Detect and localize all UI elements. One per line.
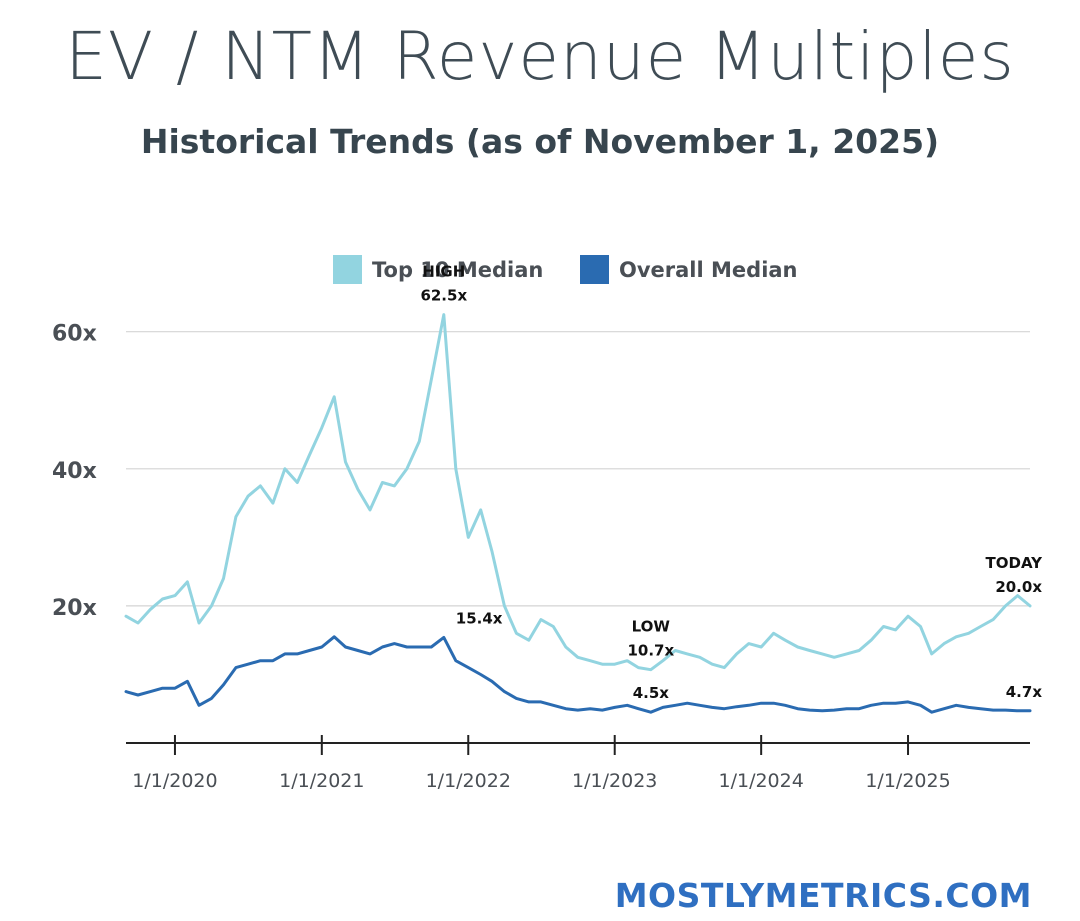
x-tick-label: 1/1/2022 <box>426 770 511 792</box>
legend-label-overall: Overall Median <box>619 257 798 282</box>
legend-item-top10: Top 10 Median <box>333 255 543 284</box>
annotation-label: HIGH <box>422 263 465 281</box>
chart-title: EV / NTM Revenue Multiples <box>65 18 1015 95</box>
annotation-label: 10.7x <box>627 642 674 660</box>
legend-item-overall: Overall Median <box>580 255 798 284</box>
x-tick-label: 1/1/2023 <box>572 770 657 792</box>
x-tick-label: 1/1/2024 <box>718 770 803 792</box>
brand-footer: MOSTLYMETRICS.COM <box>614 876 1032 915</box>
legend-swatch-overall <box>580 255 609 284</box>
chart-legend: Top 10 Median Overall Median <box>0 255 1080 285</box>
chart-subtitle: Historical Trends (as of November 1, 202… <box>140 122 940 161</box>
legend-swatch-top10 <box>333 255 362 284</box>
series-line-top10 <box>124 313 1032 672</box>
y-tick-label: 20x <box>52 596 97 621</box>
annotation-label: TODAY <box>986 554 1044 572</box>
annotation-label: 4.7x <box>1006 683 1043 701</box>
y-tick-label: 40x <box>52 459 97 484</box>
legend-label-top10: Top 10 Median <box>372 257 544 282</box>
y-tick-label: 60x <box>52 322 97 347</box>
annotation-label: 4.5x <box>633 684 670 702</box>
x-tick-label: 1/1/2021 <box>279 770 364 792</box>
x-tick-label: 1/1/2020 <box>132 770 217 792</box>
x-tick-label: 1/1/2025 <box>865 770 950 792</box>
annotation-label: 15.4x <box>456 609 503 627</box>
annotation-label: 62.5x <box>420 287 467 305</box>
annotation-label: 20.0x <box>995 578 1042 596</box>
series-line-overall <box>124 635 1032 714</box>
annotation-label: LOW <box>632 618 671 636</box>
